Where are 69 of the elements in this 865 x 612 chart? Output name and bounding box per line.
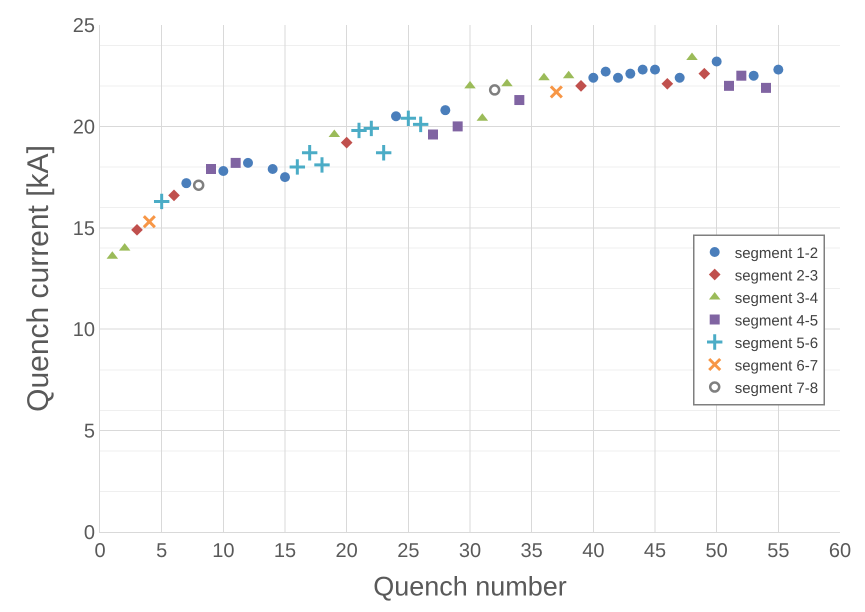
y-tick-label: 15 xyxy=(72,218,95,240)
point xyxy=(312,156,332,174)
x-tick-label: 20 xyxy=(336,540,358,562)
point xyxy=(243,158,253,168)
point xyxy=(588,72,598,83)
legend-label: segment 1-2 xyxy=(734,244,818,262)
legend-label: segment 7-8 xyxy=(734,380,818,397)
point xyxy=(168,190,180,202)
x-tick-label: 55 xyxy=(767,540,790,562)
point xyxy=(625,68,636,79)
point xyxy=(724,80,734,91)
legend-label: segment 6-7 xyxy=(734,357,818,374)
point xyxy=(288,158,307,176)
y-tick-label: 5 xyxy=(84,420,95,443)
point xyxy=(131,224,143,236)
y-tick-label: 20 xyxy=(72,116,95,138)
legend-label: segment 3-4 xyxy=(734,290,818,307)
point xyxy=(773,64,784,75)
point xyxy=(206,164,216,174)
point xyxy=(230,158,241,168)
point xyxy=(452,121,463,132)
point xyxy=(391,111,401,122)
point xyxy=(514,95,524,106)
point xyxy=(650,64,660,75)
point xyxy=(674,72,685,83)
point xyxy=(761,82,771,93)
point xyxy=(428,130,438,140)
y-tick-label: 0 xyxy=(84,522,95,544)
point xyxy=(440,105,450,116)
y-axis-title: Quench current [kA] xyxy=(22,145,55,412)
x-tick-label: 10 xyxy=(212,540,234,562)
point xyxy=(661,78,674,90)
point xyxy=(748,70,759,81)
point xyxy=(374,144,393,162)
point xyxy=(549,84,564,99)
point xyxy=(218,166,228,176)
point xyxy=(300,144,319,162)
x-tick-label: 40 xyxy=(582,540,604,562)
point xyxy=(181,178,192,188)
x-tick-label: 35 xyxy=(520,540,543,562)
point xyxy=(712,56,722,66)
point xyxy=(152,192,171,211)
x-tick-label: 60 xyxy=(828,540,852,562)
legend-label: segment 2-3 xyxy=(734,267,818,284)
point xyxy=(613,72,623,83)
x-tick-label: 15 xyxy=(274,540,296,562)
point xyxy=(192,179,204,191)
x-tick-label: 25 xyxy=(397,540,420,562)
point xyxy=(350,121,368,140)
point xyxy=(488,84,500,96)
x-tick-label: 30 xyxy=(458,540,482,562)
point xyxy=(280,172,290,182)
y-tick-label: 25 xyxy=(72,15,95,37)
x-axis-title: Quench number xyxy=(373,571,567,602)
point xyxy=(575,80,587,92)
point xyxy=(638,64,648,75)
x-tick-label: 5 xyxy=(156,540,168,562)
point xyxy=(736,70,746,81)
point xyxy=(268,164,278,174)
point xyxy=(600,66,611,77)
point xyxy=(340,136,353,148)
legend-label: segment 4-5 xyxy=(734,312,818,330)
point xyxy=(142,214,156,229)
y-tick-label: 10 xyxy=(72,319,95,342)
x-tick-label: 50 xyxy=(706,540,728,562)
x-tick-label: 45 xyxy=(644,540,666,562)
point xyxy=(362,119,381,138)
legend-label: segment 5-6 xyxy=(734,334,818,352)
point xyxy=(698,68,710,80)
